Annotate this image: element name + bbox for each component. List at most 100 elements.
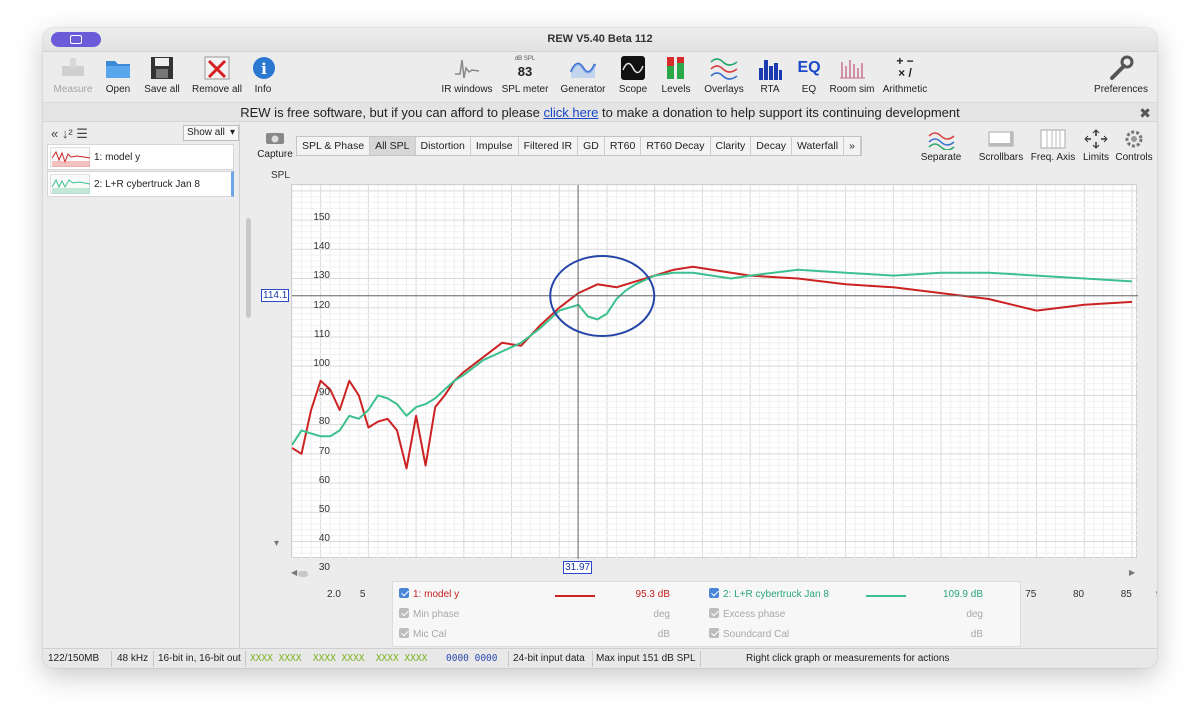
separate-label: Separate (920, 152, 962, 163)
limits-button[interactable]: Limits (1079, 128, 1113, 163)
x-tick-label: 5 (359, 589, 366, 600)
tab-clarity[interactable]: Clarity (711, 137, 752, 155)
mic-cal-unit: dB (657, 629, 670, 640)
save-all-button[interactable]: Save all (141, 54, 183, 95)
memory-usage[interactable]: 122/150MB (48, 653, 100, 664)
chevron-down-icon: ▾ (229, 127, 235, 138)
title-bar: REW V5.40 Beta 112 (43, 28, 1157, 52)
eq-icon: EQ (794, 54, 824, 82)
room-sim-button[interactable]: Room sim (827, 54, 877, 95)
divider (508, 651, 509, 667)
y-tick-label: 100 (313, 357, 330, 369)
checkbox-icon[interactable] (709, 628, 719, 638)
scope-button[interactable]: Scope (616, 54, 650, 95)
y-tick-label: 140 (313, 241, 330, 253)
checkbox-icon[interactable] (709, 608, 719, 618)
scrollbars-label: Scrollbars (978, 152, 1024, 163)
x-tick-label: 85 (1120, 589, 1132, 600)
window-lock-button[interactable] (51, 32, 101, 47)
tab-rt60[interactable]: RT60 (605, 137, 642, 155)
folder-icon (103, 54, 133, 82)
scroll-left-icon[interactable]: ◀ (291, 568, 298, 577)
annotation-ellipse (549, 255, 656, 338)
legend-m2-label: 2: L+R cybertruck Jan 8 (723, 589, 829, 600)
ir-windows-button[interactable]: IR windows (440, 54, 494, 95)
tab-impulse[interactable]: Impulse (471, 137, 519, 155)
scope-label: Scope (618, 84, 648, 95)
spl-chart[interactable] (291, 184, 1138, 560)
save-icon (147, 54, 177, 82)
spl-meter-button[interactable]: dB SPL 83 SPL meter (500, 54, 550, 95)
measurement-item-1[interactable]: 1: model y (47, 144, 234, 170)
mic-cal-option[interactable]: Mic Cal (399, 628, 446, 642)
y-tick-label: 40 (318, 533, 330, 545)
remove-all-label: Remove all (191, 84, 243, 95)
main-toolbar: Measure Open Save all Remove all i Info (43, 52, 1157, 102)
tab-distortion[interactable]: Distortion (416, 137, 471, 155)
graph-scrollbar[interactable] (298, 571, 308, 577)
checkbox-icon[interactable] (399, 608, 409, 618)
x-tick-label: 75 (1025, 589, 1037, 600)
mic-cal-label: Mic Cal (413, 629, 447, 640)
measurement-label: 1: model y (94, 152, 141, 163)
limits-label: Limits (1082, 152, 1110, 163)
legend-m1[interactable]: 1: model y (399, 588, 459, 602)
tab-rt60-decay[interactable]: RT60 Decay (641, 137, 711, 155)
tab-gd[interactable]: GD (578, 137, 605, 155)
tab-spl-phase[interactable]: SPL & Phase (297, 137, 371, 155)
open-button[interactable]: Open (101, 54, 135, 95)
measurement-thumbnail (50, 174, 91, 194)
y-tick-label: 150 (313, 211, 330, 223)
svg-text:i: i (261, 60, 267, 78)
checkbox-icon[interactable] (399, 588, 409, 598)
x-tick-label: 90Hz (1156, 589, 1157, 600)
scroll-right-icon[interactable]: ▶ (1129, 568, 1136, 577)
spl-graph[interactable] (291, 184, 1138, 560)
open-label: Open (105, 84, 131, 95)
freq-axis-button[interactable]: Freq. Axis (1028, 128, 1078, 163)
legend-m2[interactable]: 2: L+R cybertruck Jan 8 (709, 588, 829, 602)
y-tick-label: 50 (318, 504, 330, 516)
excess-phase-option[interactable]: Excess phase (709, 608, 785, 622)
preferences-button[interactable]: Preferences (1092, 54, 1150, 95)
legend-m1-value: 95.3 dB (635, 589, 670, 600)
tab-decay[interactable]: Decay (751, 137, 793, 155)
arithmetic-button[interactable]: + − × / Arithmetic (880, 54, 930, 95)
legend-panel: 1: model y 95.3 dB 2: L+R cybertruck Jan… (392, 581, 1021, 647)
measurement-item-2[interactable]: 2: L+R cybertruck Jan 8 (47, 171, 234, 197)
scrollbars-button[interactable]: Scrollbars (976, 128, 1026, 163)
spl-meter-label: SPL meter (501, 84, 549, 95)
eq-button[interactable]: EQ EQ (792, 54, 826, 95)
series-line-2 (291, 268, 1133, 446)
panel-scrollbar[interactable] (246, 218, 251, 318)
tab-more[interactable]: » (844, 137, 861, 155)
levels-label: Levels (661, 84, 691, 95)
ir-windows-label: IR windows (441, 84, 493, 95)
tab-filtered-ir[interactable]: Filtered IR (519, 137, 579, 155)
remove-all-button[interactable]: Remove all (190, 54, 244, 95)
controls-button[interactable]: Controls (1114, 128, 1154, 163)
capture-button[interactable]: Capture (255, 130, 295, 160)
divider (592, 651, 593, 667)
panel-tools[interactable]: « ↓² ☰ (51, 126, 88, 141)
levels-button[interactable]: Levels (659, 54, 693, 95)
measurement-thumbnail (50, 147, 91, 167)
generator-button[interactable]: Generator (560, 54, 606, 95)
show-all-select[interactable]: Show all ▾ (183, 125, 239, 141)
checkbox-icon[interactable] (399, 628, 409, 638)
scroll-down-icon[interactable]: ▾ (274, 538, 280, 549)
separate-button[interactable]: Separate (916, 128, 966, 163)
soundcard-cal-option[interactable]: Soundcard Cal (709, 628, 789, 642)
checkbox-icon[interactable] (709, 588, 719, 598)
overlays-button[interactable]: Overlays (701, 54, 747, 95)
spl-meter-value: 83 (517, 64, 533, 79)
close-banner-icon[interactable]: ✖ (1139, 105, 1151, 121)
tab-all-spl[interactable]: All SPL (370, 137, 416, 155)
min-phase-option[interactable]: Min phase (399, 608, 459, 622)
donation-link[interactable]: click here (543, 105, 599, 120)
y-tick-label: 80 (318, 416, 330, 428)
tab-waterfall[interactable]: Waterfall (792, 137, 845, 155)
measure-button[interactable]: Measure (51, 54, 95, 95)
info-button[interactable]: i Info (249, 54, 277, 95)
rta-button[interactable]: RTA (753, 54, 787, 95)
